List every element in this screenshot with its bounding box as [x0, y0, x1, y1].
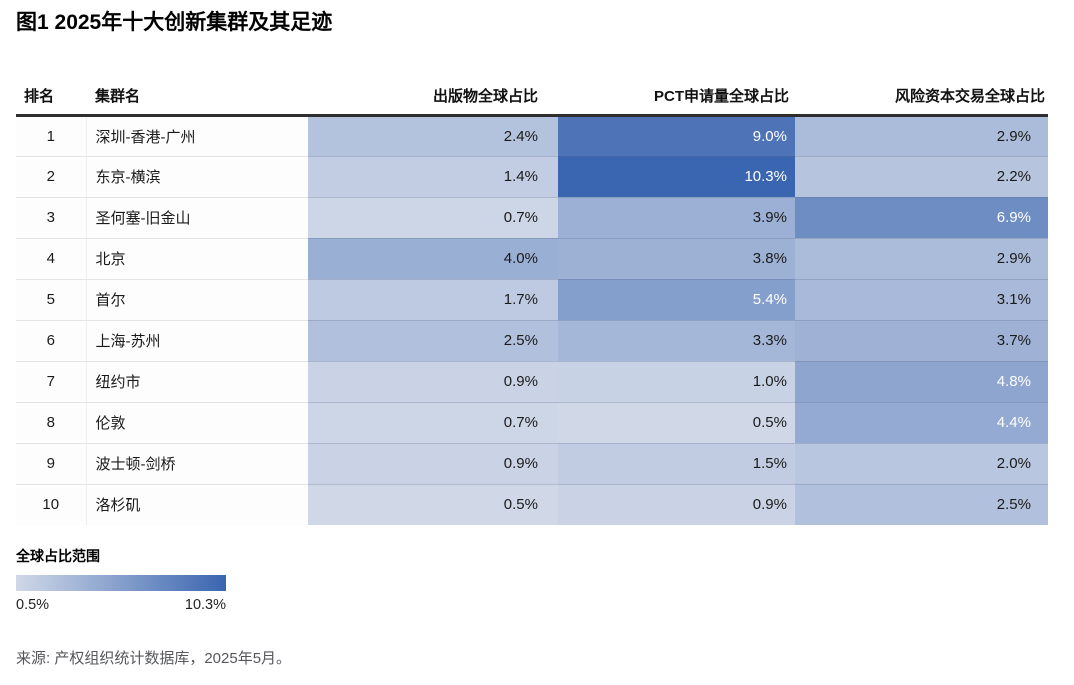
cluster-name-cell: 洛杉矶: [86, 484, 308, 525]
publications-share-cell: 0.7%: [308, 402, 558, 444]
rank-cell: 7: [16, 361, 87, 403]
pct-filings-share-cell: 3.3%: [558, 320, 795, 362]
rank-cell: 4: [16, 238, 87, 280]
publications-share-cell: 1.7%: [308, 279, 558, 321]
table-row: 2 东京-横滨 1.4% 10.3% 2.2%: [16, 156, 1048, 198]
publications-share-cell: 0.9%: [308, 361, 558, 403]
header-rank: 排名: [16, 77, 86, 117]
table-row: 10 洛杉矶 0.5% 0.9% 2.5%: [16, 484, 1048, 525]
table-row: 7 纽约市 0.9% 1.0% 4.8%: [16, 361, 1048, 403]
cluster-name-cell: 深圳-香港-广州: [86, 115, 308, 157]
rank-cell: 2: [16, 156, 87, 198]
publications-share-cell: 2.4%: [308, 115, 558, 157]
header-pct-filings: PCT申请量全球占比: [558, 77, 795, 117]
cluster-name-cell: 波士顿-剑桥: [86, 443, 308, 485]
rank-cell: 8: [16, 402, 87, 444]
publications-share-cell: 2.5%: [308, 320, 558, 362]
venture-capital-share-cell: 4.8%: [795, 361, 1048, 403]
cluster-name-cell: 北京: [86, 238, 308, 280]
pct-filings-share-cell: 1.0%: [558, 361, 795, 403]
cluster-name-cell: 东京-横滨: [86, 156, 308, 198]
venture-capital-share-cell: 2.0%: [795, 443, 1048, 485]
venture-capital-share-cell: 2.9%: [795, 238, 1048, 280]
clusters-table-body: 1 深圳-香港-广州 2.4% 9.0% 2.9% 2 东京-横滨 1.4% 10.3% 2.2%…: [16, 115, 1048, 525]
cluster-name-cell: 首尔: [86, 279, 308, 321]
pct-filings-share-cell: 5.4%: [558, 279, 795, 321]
publications-share-cell: 0.5%: [308, 484, 558, 525]
legend-title: 全球占比范围: [16, 548, 100, 564]
header-publications: 出版物全球占比: [308, 77, 558, 117]
rank-cell: 9: [16, 443, 87, 485]
cluster-name-cell: 上海-苏州: [86, 320, 308, 362]
legend-max-label: 10.3%: [184, 597, 226, 613]
venture-capital-share-cell: 3.7%: [795, 320, 1048, 362]
cluster-name-cell: 伦敦: [86, 402, 308, 444]
pct-filings-share-cell: 0.9%: [558, 484, 795, 525]
publications-share-cell: 0.7%: [308, 197, 558, 239]
pct-filings-share-cell: 10.3%: [558, 156, 795, 198]
table-row: 8 伦敦 0.7% 0.5% 4.4%: [16, 402, 1048, 444]
pct-filings-share-cell: 9.0%: [558, 115, 795, 157]
figure-title: 图1 2025年十大创新集群及其足迹: [16, 11, 333, 34]
venture-capital-share-cell: 2.2%: [795, 156, 1048, 198]
table-row: 5 首尔 1.7% 5.4% 3.1%: [16, 279, 1048, 321]
venture-capital-share-cell: 6.9%: [795, 197, 1048, 239]
rank-cell: 1: [16, 115, 87, 157]
header-venture-capital: 风险资本交易全球占比: [795, 77, 1048, 117]
pct-filings-share-cell: 0.5%: [558, 402, 795, 444]
table-row: 1 深圳-香港-广州 2.4% 9.0% 2.9%: [16, 115, 1048, 157]
rank-cell: 5: [16, 279, 87, 321]
legend-min-label: 0.5%: [16, 597, 50, 613]
header-cluster-name: 集群名: [86, 77, 308, 117]
gradient-bar: [16, 575, 226, 591]
venture-capital-share-cell: 3.1%: [795, 279, 1048, 321]
header-row: 排名 集群名 出版物全球占比 PCT申请量全球占比 风险资本交易全球占比: [16, 77, 1048, 117]
rank-cell: 3: [16, 197, 87, 239]
cluster-name-cell: 圣何塞-旧金山: [86, 197, 308, 239]
rank-cell: 6: [16, 320, 87, 362]
table-row: 6 上海-苏州 2.5% 3.3% 3.7%: [16, 320, 1048, 362]
table-row: 9 波士顿-剑桥 0.9% 1.5% 2.0%: [16, 443, 1048, 485]
venture-capital-share-cell: 2.5%: [795, 484, 1048, 525]
venture-capital-share-cell: 2.9%: [795, 115, 1048, 157]
publications-share-cell: 1.4%: [308, 156, 558, 198]
pct-filings-share-cell: 1.5%: [558, 443, 795, 485]
color-scale-legend: 全球占比范围 0.5% 10.3%: [16, 546, 1058, 613]
legend-labels: 0.5% 10.3%: [16, 597, 226, 613]
table-row: 4 北京 4.0% 3.8% 2.9%: [16, 238, 1048, 280]
pct-filings-share-cell: 3.8%: [558, 238, 795, 280]
pct-filings-share-cell: 3.9%: [558, 197, 795, 239]
clusters-heatmap-table: 排名 集群名 出版物全球占比 PCT申请量全球占比 风险资本交易全球占比 1 深圳…: [16, 77, 1048, 525]
venture-capital-share-cell: 4.4%: [795, 402, 1048, 444]
rank-cell: 10: [16, 484, 87, 525]
publications-share-cell: 0.9%: [308, 443, 558, 485]
source-note: 来源: 产权组织统计数据库，2025年5月。: [16, 650, 292, 667]
publications-share-cell: 4.0%: [308, 238, 558, 280]
table-header: 排名 集群名 出版物全球占比 PCT申请量全球占比 风险资本交易全球占比: [16, 77, 1048, 117]
table-row: 3 圣何塞-旧金山 0.7% 3.9% 6.9%: [16, 197, 1048, 239]
cluster-name-cell: 纽约市: [86, 361, 308, 403]
